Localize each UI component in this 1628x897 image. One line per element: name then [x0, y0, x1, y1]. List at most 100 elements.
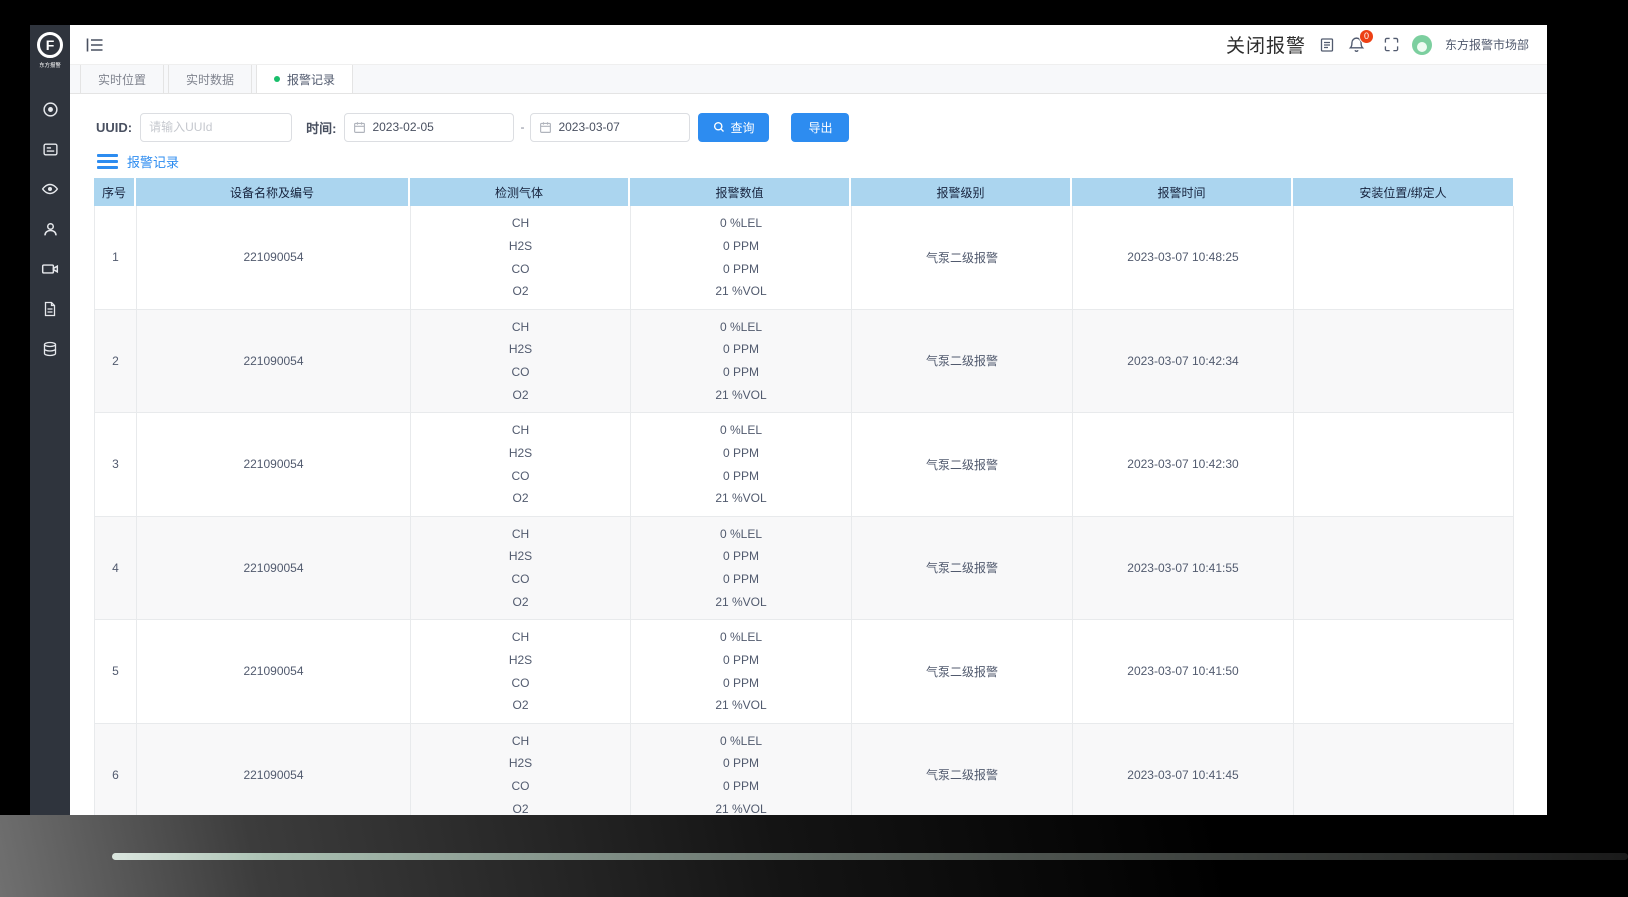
- app-window: F 东方报警: [30, 25, 1547, 815]
- column-header: 报警数值: [630, 178, 851, 206]
- row-index: 3: [95, 413, 137, 517]
- sidebar-item-database-icon[interactable]: [30, 329, 70, 369]
- gas-name: H2S: [508, 549, 533, 564]
- gas-name: CH: [511, 630, 530, 645]
- alarm-value-cell: 0 %LEL 0 PPM 0 PPM 21 %VOL: [631, 620, 852, 724]
- date-from-picker[interactable]: [344, 112, 515, 142]
- logo-icon: F: [37, 32, 63, 58]
- gas-name: CH: [511, 319, 530, 334]
- alarm-value: 21 %VOL: [715, 491, 767, 506]
- gas-name: CH: [511, 216, 530, 231]
- gas-name: H2S: [508, 238, 533, 253]
- tab-label: 实时位置: [98, 72, 147, 87]
- column-header: 报警级别: [851, 178, 1072, 206]
- logo-text: 东方报警: [39, 63, 61, 69]
- alarm-level-cell: 气泵二级报警: [852, 309, 1073, 413]
- alarm-time-cell: 2023-03-07 10:41:50: [1073, 620, 1294, 724]
- sidebar-item-view-icon[interactable]: [30, 169, 70, 209]
- device-name-cell: 221090054: [137, 309, 411, 413]
- sidebar-item-report-icon[interactable]: [30, 289, 70, 329]
- row-index: 1: [95, 206, 137, 310]
- user-avatar[interactable]: [1411, 34, 1432, 55]
- eye-icon: [41, 183, 59, 195]
- search-icon: [714, 121, 725, 132]
- alarm-value: 0 %LEL: [719, 319, 763, 334]
- alarm-value: 0 PPM: [722, 756, 759, 771]
- alarm-value: 0 %LEL: [719, 216, 763, 231]
- alarm-value: 0 %LEL: [719, 526, 763, 541]
- alarm-value: 21 %VOL: [715, 801, 767, 815]
- gas-name: O2: [512, 491, 529, 506]
- tab-bar: 实时位置 实时数据 报警记录: [70, 64, 1547, 94]
- gas-name: CH: [511, 733, 530, 748]
- column-header: 设备名称及编号: [136, 178, 410, 206]
- fullscreen-icon[interactable]: [1384, 37, 1399, 52]
- calendar-icon: [540, 121, 552, 133]
- tab-label: 报警记录: [287, 72, 336, 87]
- column-header: 安装位置/绑定人: [1293, 178, 1513, 206]
- sidebar-item-video-icon[interactable]: [30, 249, 70, 289]
- table-row: 2 221090054 CH H2S CO O2 0 %LEL 0 PPM 0 PPM 21 %V…: [95, 309, 1514, 413]
- alarm-value: 0 PPM: [722, 238, 759, 253]
- gas-name: O2: [512, 801, 529, 815]
- sidebar-item-user-icon[interactable]: [30, 209, 70, 249]
- device-name-cell: 221090054: [137, 620, 411, 724]
- alarm-value: 0 PPM: [722, 675, 759, 690]
- tab-realtime-data[interactable]: 实时数据: [168, 65, 253, 93]
- alarm-level-cell: 气泵二级报警: [852, 413, 1073, 517]
- sidebar-item-data-monitor-icon[interactable]: [30, 129, 70, 169]
- collapse-sidebar-icon[interactable]: [84, 34, 106, 56]
- topbar-right: 关闭报警 0: [1225, 29, 1529, 58]
- table-row: 4 221090054 CH H2S CO O2 0 %LEL 0 PPM 0 PPM 21 %V…: [95, 516, 1514, 620]
- gas-name: O2: [512, 387, 529, 402]
- gas-list-cell: CH H2S CO O2: [411, 723, 631, 815]
- alarm-time-cell: 2023-03-07 10:48:25: [1073, 206, 1294, 310]
- alarm-value: 0 PPM: [722, 468, 759, 483]
- date-to-input[interactable]: [558, 120, 682, 134]
- notification-bell-icon[interactable]: 0: [1348, 29, 1374, 53]
- sidebar: F 东方报警: [30, 25, 70, 815]
- export-button[interactable]: 导出: [791, 112, 850, 142]
- video-camera-icon: [41, 264, 59, 274]
- gas-name: CO: [511, 261, 530, 276]
- column-header: 检测气体: [410, 178, 630, 206]
- close-alarm-button[interactable]: 关闭报警: [1225, 36, 1306, 57]
- monitor-icon: [42, 142, 58, 156]
- tab-label: 实时数据: [186, 72, 235, 87]
- row-index: 6: [95, 723, 137, 815]
- column-header: 报警时间: [1072, 178, 1293, 206]
- device-name-cell: 221090054: [137, 413, 411, 517]
- table-row: 6 221090054 CH H2S CO O2 0 %LEL 0 PPM 0 PPM 21 %V…: [95, 723, 1514, 815]
- tab-realtime-location[interactable]: 实时位置: [80, 65, 165, 93]
- gas-name: O2: [512, 284, 529, 299]
- gas-name: CO: [511, 779, 530, 794]
- alarm-time-cell: 2023-03-07 10:41:55: [1073, 516, 1294, 620]
- device-name-cell: 221090054: [137, 723, 411, 815]
- table-row: 3 221090054 CH H2S CO O2 0 %LEL 0 PPM 0 PPM 21 %V…: [95, 413, 1514, 517]
- alarm-time-cell: 2023-03-07 10:41:45: [1073, 723, 1294, 815]
- gas-name: CH: [511, 526, 530, 541]
- alarm-value-cell: 0 %LEL 0 PPM 0 PPM 21 %VOL: [631, 413, 852, 517]
- uuid-input[interactable]: [140, 112, 293, 142]
- section-header: 报警记录: [97, 152, 179, 171]
- gas-name: CO: [511, 365, 530, 380]
- date-to-picker[interactable]: [530, 112, 691, 142]
- gas-name: H2S: [508, 756, 533, 771]
- gas-name: O2: [512, 698, 529, 713]
- tab-alarm-records[interactable]: 报警记录: [256, 65, 354, 93]
- date-from-input[interactable]: [372, 120, 506, 134]
- alarm-value-cell: 0 %LEL 0 PPM 0 PPM 21 %VOL: [631, 516, 852, 620]
- table-header: 序号 设备名称及编号 检测气体 报警数值 报警级别 报警时间 安装位置/绑定人: [94, 178, 1513, 206]
- alarm-value: 21 %VOL: [715, 387, 767, 402]
- alarm-records-table: 序号 设备名称及编号 检测气体 报警数值 报警级别 报警时间 安装位置/绑定人 …: [94, 178, 1514, 815]
- main-area: 关闭报警 0: [70, 25, 1547, 815]
- install-location-cell: [1294, 413, 1514, 517]
- alarm-level-cell: 气泵二级报警: [852, 620, 1073, 724]
- log-document-icon[interactable]: [1319, 37, 1335, 53]
- gas-list-cell: CH H2S CO O2: [411, 413, 631, 517]
- alarm-value-cell: 0 %LEL 0 PPM 0 PPM 21 %VOL: [631, 309, 852, 413]
- sidebar-item-target-icon[interactable]: [30, 89, 70, 129]
- username[interactable]: 东方报警市场部: [1444, 38, 1529, 52]
- query-button[interactable]: 查询: [698, 112, 770, 142]
- alarm-value: 0 PPM: [722, 445, 759, 460]
